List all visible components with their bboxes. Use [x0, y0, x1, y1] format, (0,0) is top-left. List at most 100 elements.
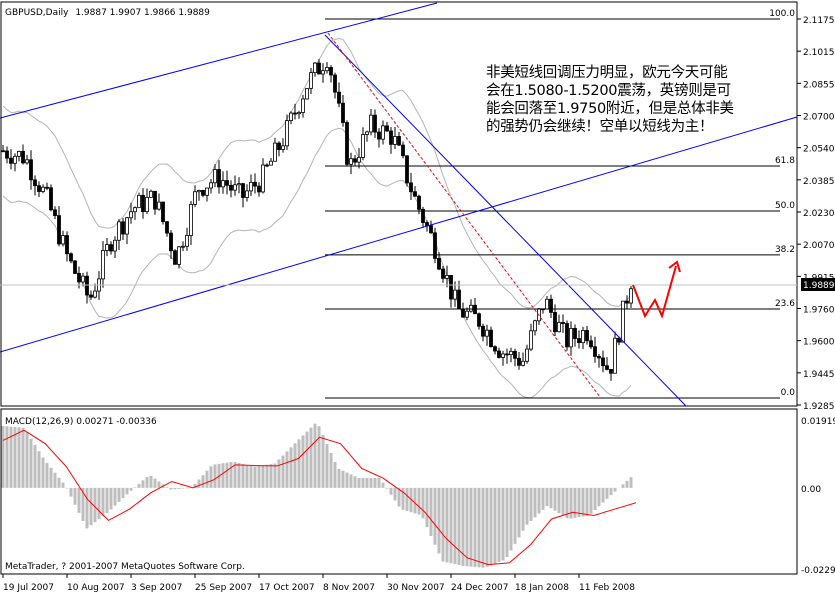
candle-bear — [33, 179, 37, 187]
candle-bear — [481, 325, 485, 337]
time-tick-label: 24 Dec 2007 — [451, 583, 509, 593]
macd-bar — [513, 487, 517, 544]
macd-bar — [109, 487, 113, 510]
bollinger-bands — [2, 38, 632, 399]
candle-bull — [261, 164, 265, 193]
macd-bar — [561, 487, 565, 516]
downtrend-line[interactable] — [324, 34, 687, 407]
candle-bear — [121, 221, 125, 235]
candle-bear — [153, 190, 157, 210]
candle-bull — [205, 187, 209, 196]
macd-bar — [505, 487, 509, 558]
macd-bar — [169, 487, 173, 490]
macd-bar — [433, 487, 437, 545]
candle-bull — [301, 98, 305, 113]
candle-bear — [441, 268, 445, 279]
macd-bar — [557, 487, 561, 514]
candle-bull — [297, 112, 301, 115]
candle-bear — [437, 258, 441, 270]
macd-bar — [113, 487, 117, 506]
candle-bear — [345, 122, 349, 165]
macd-tick-label: 0.00 — [801, 485, 821, 495]
candle-bear — [561, 322, 565, 324]
macd-bar — [1, 425, 5, 488]
time-tick-label: 3 Sep 2007 — [131, 583, 182, 593]
macd-bar — [65, 487, 69, 489]
macd-bar — [501, 487, 505, 561]
channel-lower-line[interactable] — [0, 116, 798, 353]
macd-bar — [305, 431, 309, 488]
candle-bull — [281, 145, 285, 150]
candle-bull — [521, 360, 525, 366]
candle-bear — [457, 289, 461, 310]
macd-bar — [581, 487, 585, 517]
candle-bear — [9, 157, 13, 164]
candle-bull — [545, 298, 549, 310]
candle-bear — [21, 150, 25, 164]
macd-bar — [265, 464, 269, 488]
macd-bar — [389, 487, 393, 495]
candle-bull — [309, 72, 313, 89]
candle-bear — [57, 215, 61, 245]
candle-bear — [37, 185, 41, 192]
macd-bar — [13, 426, 17, 488]
macd-bar — [269, 464, 273, 488]
macd-bar — [361, 477, 365, 488]
candle-bull — [465, 310, 469, 318]
candle-bear — [609, 369, 613, 374]
candle-bear — [397, 136, 401, 146]
macd-bar — [621, 484, 625, 488]
candle-bull — [13, 155, 17, 164]
candle-bear — [617, 337, 621, 343]
arrow-head-icon — [668, 260, 681, 273]
macd-bar — [53, 472, 57, 488]
macd-bar — [293, 443, 297, 488]
candle-bull — [321, 70, 325, 75]
macd-bar — [405, 487, 409, 511]
macd-bar — [9, 426, 13, 488]
candles — [1, 59, 633, 381]
candle-bear — [389, 130, 393, 145]
candle-bear — [141, 194, 145, 213]
macd-bar — [49, 467, 53, 488]
macd-bar — [281, 455, 285, 488]
candle-bull — [365, 131, 369, 135]
red-dashed-trendline[interactable] — [327, 32, 601, 398]
candle-bear — [585, 330, 589, 342]
candle-bear — [257, 185, 261, 193]
candle-bear — [489, 329, 493, 348]
candle-bull — [485, 329, 489, 337]
macd-bar — [613, 487, 617, 492]
macd-bar — [33, 444, 37, 488]
candle-bull — [569, 327, 573, 348]
macd-bar — [165, 487, 169, 488]
time-tick-label: 19 Jul 2007 — [3, 583, 54, 593]
candle-bear — [161, 201, 165, 223]
candle-bear — [293, 112, 297, 115]
candle-bull — [189, 204, 193, 236]
candle-bull — [145, 196, 149, 213]
candle-bear — [429, 225, 433, 234]
macd-bar — [525, 487, 529, 525]
candle-bear — [405, 155, 409, 184]
macd-bar — [301, 435, 305, 488]
candle-bear — [461, 308, 465, 318]
macd-bar — [101, 487, 105, 517]
channel-upper-line[interactable] — [0, 2, 438, 119]
macd-bar — [517, 487, 521, 538]
candle-bear — [73, 260, 77, 274]
macd-bar — [89, 487, 93, 526]
macd-bar — [541, 487, 545, 510]
candle-bear — [549, 298, 553, 313]
candle-bear — [401, 144, 405, 157]
fib-level-label: 100.0 — [769, 9, 795, 19]
macd-bar — [381, 482, 385, 488]
candle-bear — [625, 300, 629, 304]
fib-level-label: 0.0 — [781, 388, 796, 398]
candle-bear — [377, 131, 381, 140]
candle-bull — [525, 348, 529, 362]
time-tick-label: 25 Sep 2007 — [195, 583, 252, 593]
macd-bar — [85, 487, 89, 529]
candle-bull — [313, 62, 317, 74]
